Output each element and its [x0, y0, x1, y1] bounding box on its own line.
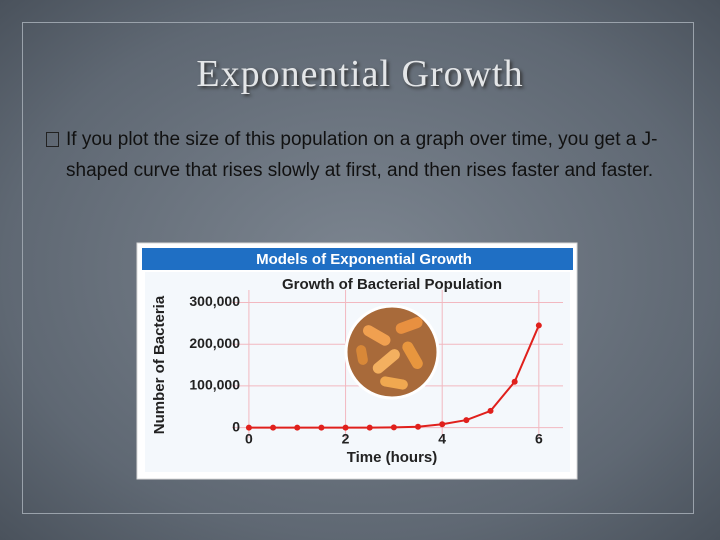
y-tick-label: 0 [232, 418, 240, 434]
data-point [342, 424, 349, 431]
y-tick-label: 300,000 [189, 293, 240, 309]
chart-banner: Models of Exponential Growth [256, 251, 472, 268]
bullet-marker [46, 132, 59, 147]
banner-bar [142, 248, 573, 270]
chart-title: Growth of Bacterial Population [282, 276, 502, 293]
data-point [487, 407, 494, 414]
data-point [318, 424, 325, 431]
y-axis-label: Number of Bacteria [151, 295, 168, 434]
data-point [390, 424, 397, 431]
bacteria-illustration [344, 304, 440, 400]
plot-area: 0 100,000 200,000 300,000 0 2 4 6 [189, 290, 563, 447]
bullet: If you plot the size of this population … [46, 124, 666, 186]
slide-title: Exponential Growth [196, 53, 524, 95]
y-tick-label: 200,000 [189, 335, 240, 351]
data-point [511, 378, 518, 385]
x-tick-label: 4 [438, 431, 446, 447]
slide-frame [22, 22, 694, 514]
x-axis-label: Time (hours) [347, 449, 438, 466]
x-tick-label: 0 [245, 431, 253, 447]
data-point [245, 424, 252, 431]
data-point [463, 417, 470, 424]
data-point [535, 322, 542, 329]
bullet-text: If you plot the size of this population … [66, 129, 658, 181]
data-point [294, 424, 301, 431]
data-point [439, 421, 446, 428]
x-tick-label: 6 [535, 431, 543, 447]
data-point [270, 424, 277, 431]
data-point [366, 424, 373, 431]
x-tick-label: 2 [342, 431, 350, 447]
y-tick-label: 100,000 [189, 377, 240, 393]
data-point [415, 423, 422, 430]
